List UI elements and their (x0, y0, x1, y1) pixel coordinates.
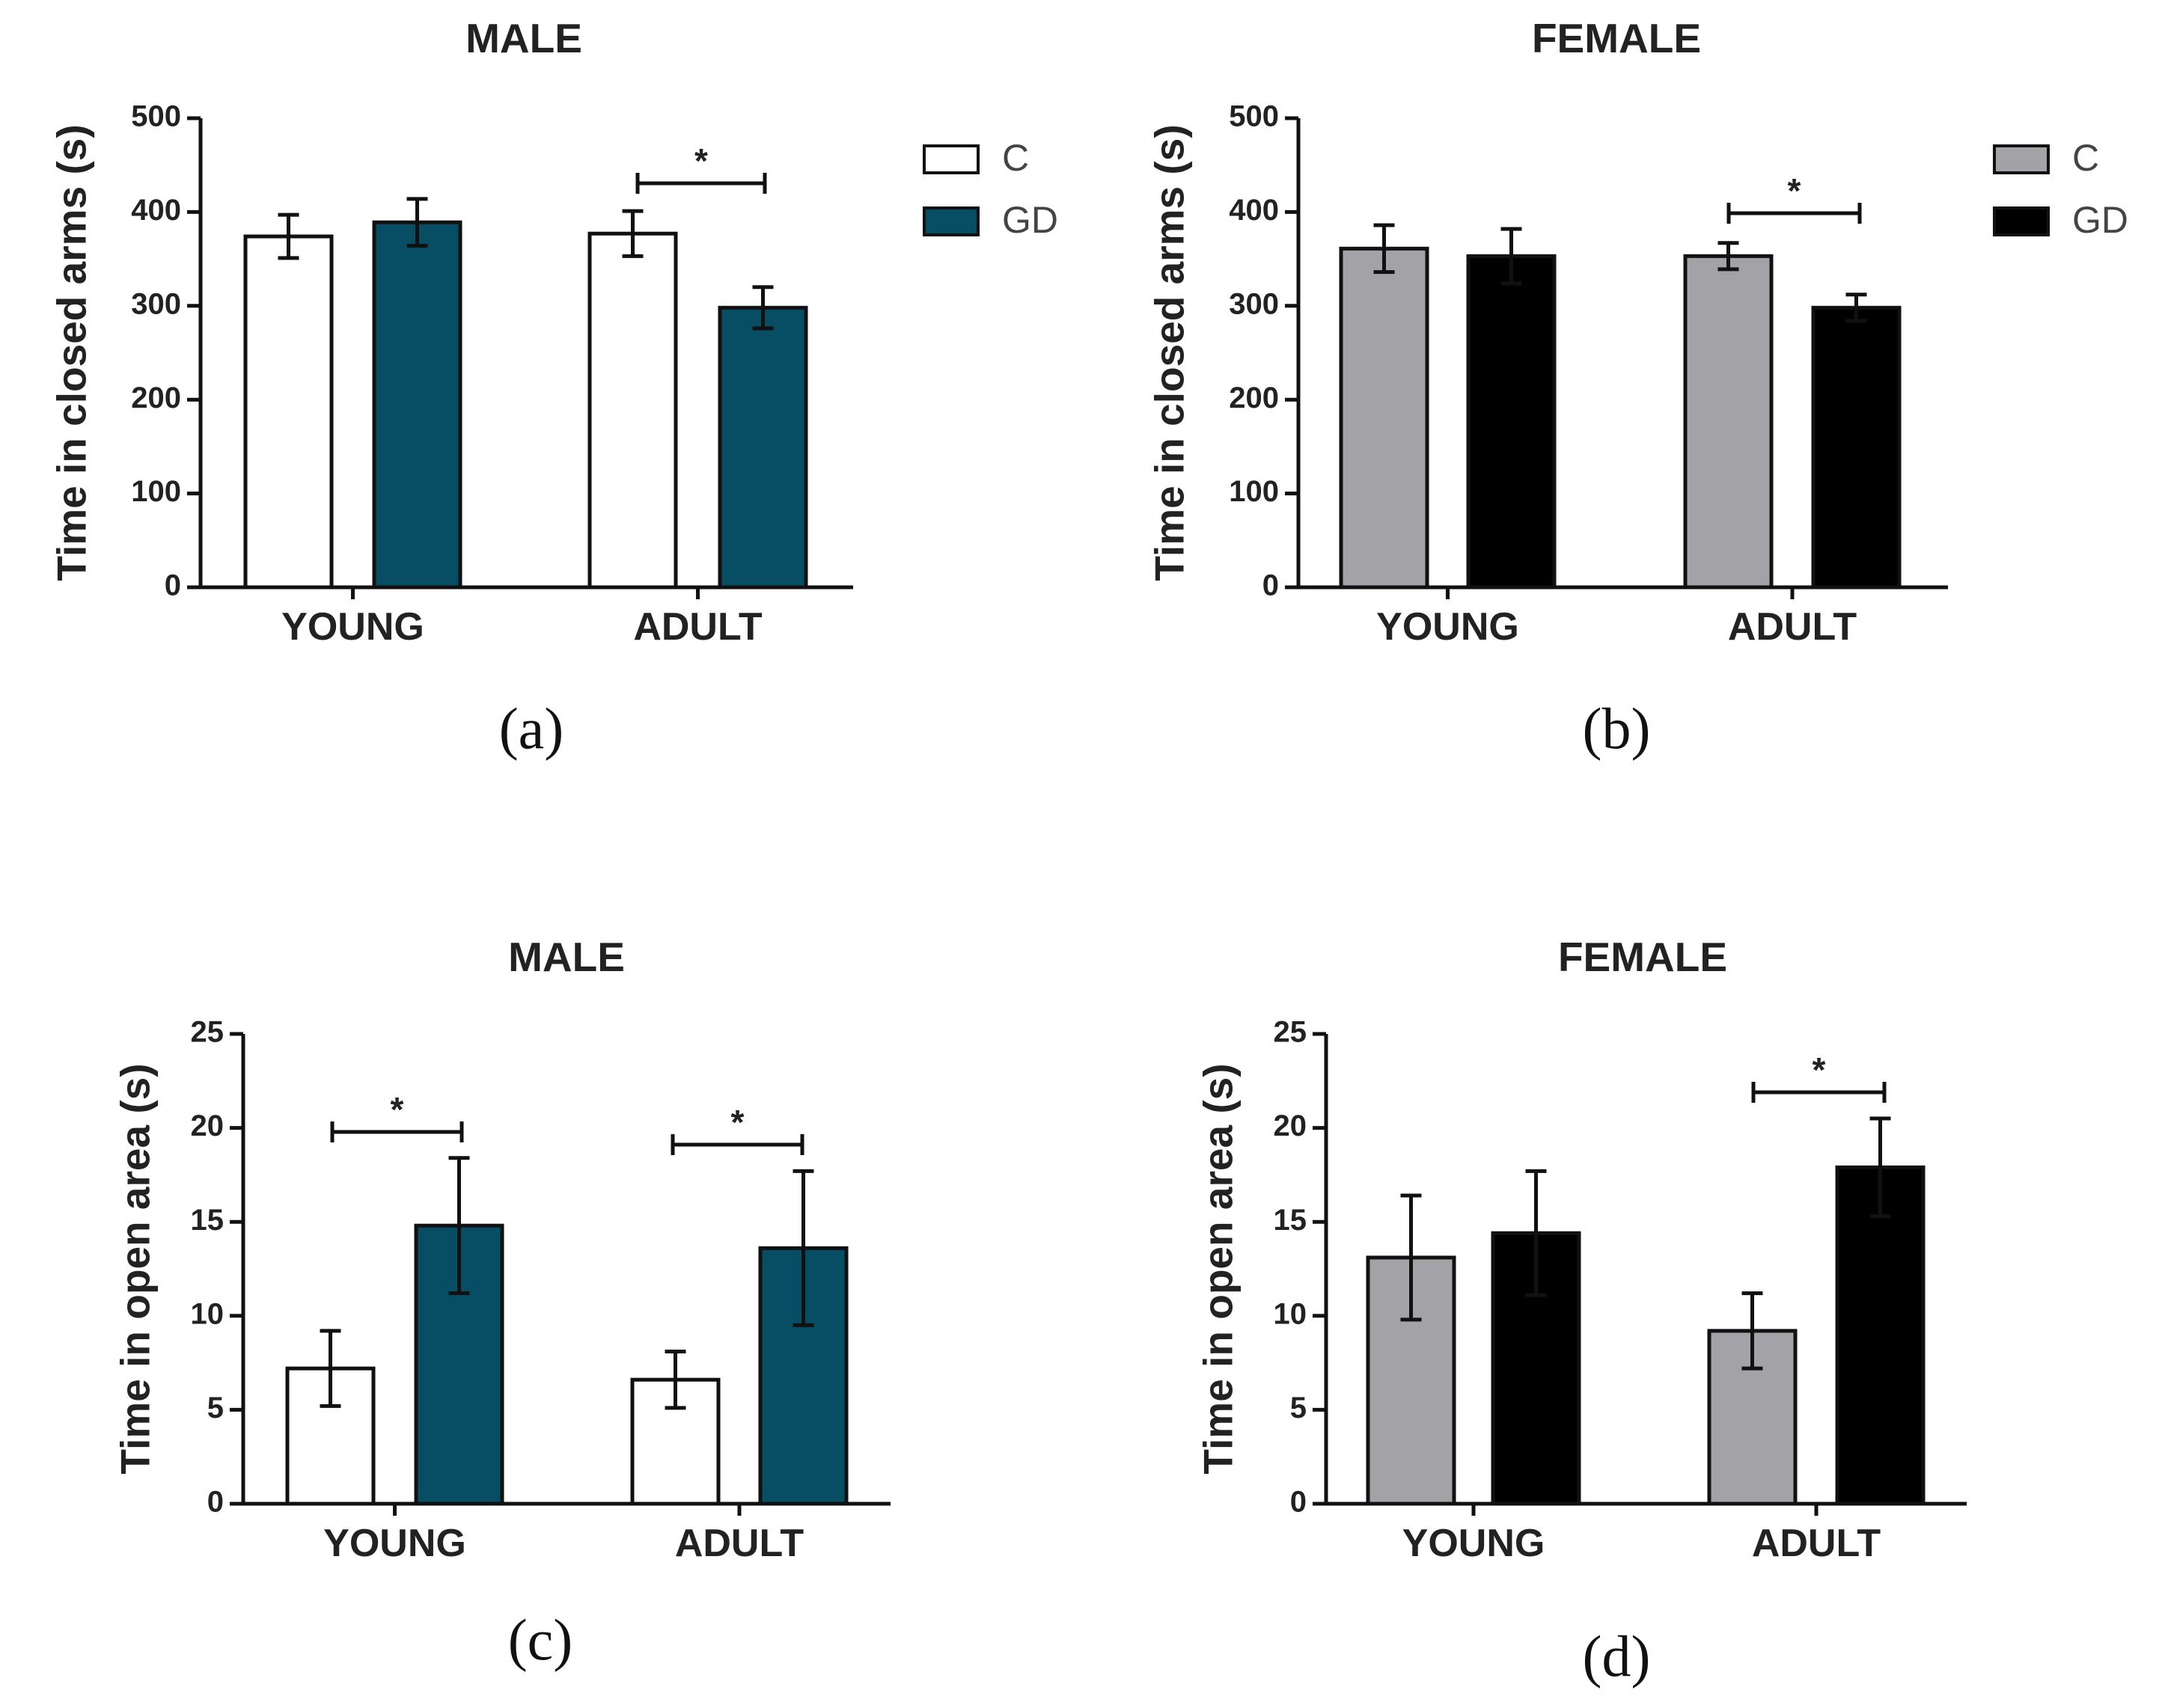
legend-swatch-c (923, 144, 980, 174)
y-axis-label: Time in open area (s) (112, 1063, 159, 1474)
y-tick-label: 20 (1274, 1109, 1307, 1142)
chart-title: MALE (508, 934, 625, 980)
y-tick-label: 0 (1290, 1486, 1307, 1519)
chart-title: MALE (465, 15, 582, 61)
panel-caption: (d) (1583, 1623, 1651, 1689)
bar-gd-adult (1835, 1165, 1926, 1506)
legend-label-c: C (2072, 137, 2099, 179)
y-tick-label: 100 (131, 475, 181, 508)
significance-star: * (694, 141, 708, 180)
x-tick-label: YOUNG (1376, 605, 1519, 649)
y-tick-label: 500 (1229, 100, 1279, 133)
y-tick-label: 400 (131, 194, 181, 227)
panel-caption: (c) (508, 1607, 573, 1672)
significance-star: * (391, 1090, 404, 1129)
y-tick-label: 25 (191, 1016, 225, 1049)
chart-panel-c: MALE Time in open area (s) 0 5 10 15 20 25 YOUNG… (112, 934, 891, 1672)
significance-star: * (1788, 171, 1801, 210)
chart-panel-b: FEMALE Time in closed arms (s) 0 100 200 300 4… (1146, 15, 2128, 761)
legend-swatch-c (1993, 144, 2050, 174)
x-tick-label: ADULT (633, 605, 763, 649)
x-tick-label: YOUNG (323, 1522, 466, 1565)
y-axis-label: Time in closed arms (s) (1146, 124, 1193, 581)
y-tick-label: 15 (1274, 1204, 1307, 1237)
x-tick-label: YOUNG (281, 605, 424, 649)
panel-caption: (b) (1583, 696, 1651, 761)
bar-c-adult (1683, 254, 1774, 590)
y-tick-label: 10 (1274, 1297, 1307, 1330)
x-tick-label: ADULT (1752, 1522, 1881, 1565)
y-tick-label: 25 (1274, 1016, 1307, 1049)
y-tick-label: 0 (165, 569, 181, 602)
y-tick-label: 200 (1229, 382, 1279, 414)
bar-gd-adult (1811, 305, 1902, 590)
y-tick-label: 0 (1262, 569, 1279, 602)
significance-star: * (731, 1103, 745, 1142)
x-tick-label: ADULT (1728, 605, 1857, 649)
y-tick-label: 400 (1229, 194, 1279, 227)
bar-c-young (243, 234, 334, 590)
y-tick-label: 0 (207, 1486, 224, 1519)
chart-panel-a: MALE Time in closed arms (s) 0 100 200 300 400… (49, 15, 1058, 761)
bar-gd-young (1466, 254, 1557, 590)
y-tick-label: 5 (207, 1392, 224, 1424)
y-tick-label: 10 (191, 1297, 225, 1330)
chart-title: FEMALE (1558, 934, 1727, 980)
y-tick-label: 5 (1290, 1392, 1307, 1424)
legend-label-gd: GD (1002, 199, 1058, 241)
y-tick-label: 300 (1229, 287, 1279, 320)
y-tick-label: 15 (191, 1204, 225, 1237)
chart-title: FEMALE (1532, 15, 1701, 61)
x-tick-label: YOUNG (1402, 1522, 1545, 1565)
bar-c-young (1339, 246, 1429, 590)
legend-label-c: C (1002, 137, 1029, 179)
bar-gd-adult (718, 305, 808, 590)
chart-panel-d: FEMALE Time in open area (s) 0 5 10 15 20 25 YOU… (1195, 934, 1967, 1689)
y-tick-label: 500 (131, 100, 181, 133)
legend-swatch-gd (923, 206, 980, 236)
y-tick-label: 200 (131, 382, 181, 414)
y-tick-label: 100 (1229, 475, 1279, 508)
panel-caption: (a) (499, 696, 564, 761)
y-tick-label: 300 (131, 287, 181, 320)
bar-gd-young (372, 220, 462, 590)
y-axis-label: Time in closed arms (s) (49, 124, 95, 581)
significance-star: * (1813, 1050, 1826, 1089)
y-tick-label: 20 (191, 1109, 225, 1142)
bar-c-adult (1707, 1329, 1798, 1506)
legend-label-gd: GD (2072, 199, 2128, 241)
legend-swatch-gd (1993, 206, 2050, 236)
y-axis-label: Time in open area (s) (1195, 1063, 1242, 1474)
x-tick-label: ADULT (675, 1522, 804, 1565)
bar-c-adult (587, 231, 678, 590)
